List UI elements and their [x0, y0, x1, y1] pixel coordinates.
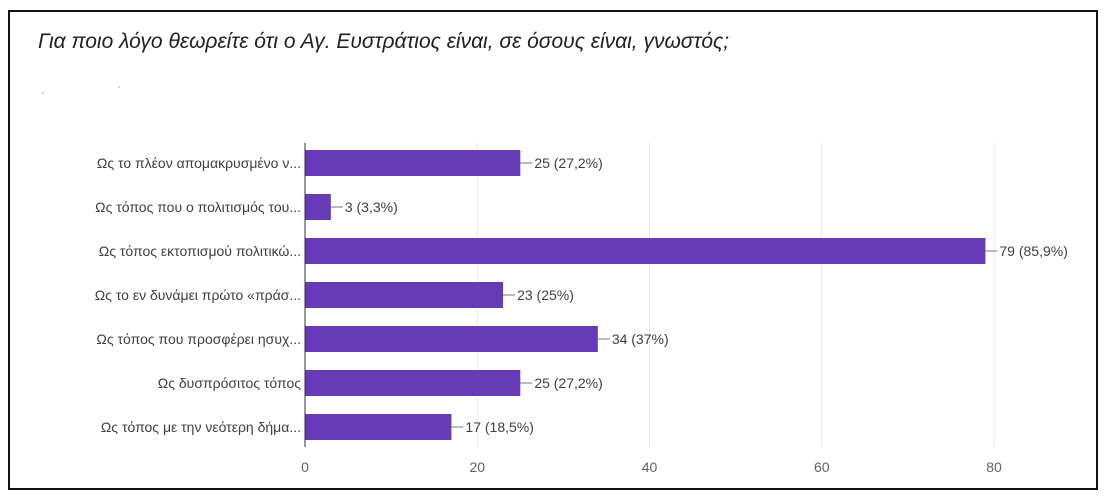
data-label: 23 (25%) [517, 287, 574, 303]
x-tick-label: 80 [986, 459, 1002, 475]
data-label: 17 (18,5%) [465, 419, 533, 435]
category-label: Ως το εν δυνάμει πρώτο «πράσ... [95, 287, 301, 303]
category-label: Ως τόπος που προσφέρει ησυχ... [96, 331, 301, 347]
category-label: Ως τόπος που ο πολιτισμός του... [95, 199, 301, 215]
category-label: Ως τόπος με την νεότερη δήμα... [101, 419, 301, 435]
chart-title: Για ποιο λόγο θεωρείτε ότι ο Αγ. Ευστράτ… [38, 30, 730, 53]
bar [305, 370, 521, 396]
bar [305, 238, 986, 264]
bar [305, 194, 331, 220]
x-tick-label: 20 [469, 459, 485, 475]
decorative-dot [42, 92, 44, 94]
bar [305, 414, 452, 440]
decorative-dot [118, 86, 120, 88]
data-label: 3 (3,3%) [345, 199, 398, 215]
bar [305, 150, 521, 176]
data-label: 25 (27,2%) [534, 155, 602, 171]
data-label: 25 (27,2%) [534, 375, 602, 391]
data-label: 79 (85,9%) [999, 243, 1067, 259]
data-label: 34 (37%) [612, 331, 669, 347]
category-label: Ως το πλέον απομακρυσμένο ν... [97, 155, 301, 171]
x-tick-label: 40 [642, 459, 658, 475]
x-tick-label: 0 [301, 459, 309, 475]
category-label: Ως τόπος εκτοπισμού πολιτικώ... [99, 243, 301, 259]
category-label: Ως δυσπρόσιτος τόπος [158, 375, 301, 391]
bar [305, 282, 504, 308]
x-tick-label: 60 [814, 459, 830, 475]
bar [305, 326, 598, 352]
